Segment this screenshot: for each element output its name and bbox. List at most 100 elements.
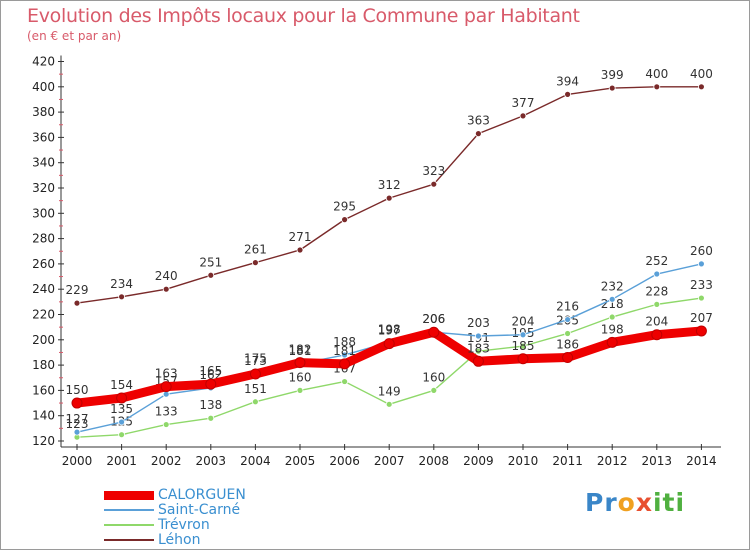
- data-label-trevron: 228: [645, 284, 668, 298]
- data-label-lehon: 363: [467, 114, 490, 128]
- data-point-lehon: [251, 259, 259, 267]
- data-label-lehon: 234: [110, 277, 133, 291]
- data-label-lehon: 251: [199, 255, 222, 269]
- y-tick-label: 240: [32, 282, 55, 296]
- data-label-trevron: 151: [244, 382, 267, 396]
- x-tick-label: 2003: [196, 454, 227, 468]
- data-label-trevron: 138: [199, 398, 222, 412]
- data-point-calorguen: [383, 338, 395, 350]
- data-label-calorguen: 154: [110, 378, 133, 392]
- legend-swatch-trevron: [104, 524, 154, 526]
- legend-label-lehon: Léhon: [158, 532, 201, 548]
- data-point-trevron: [296, 386, 304, 394]
- legend-item-lehon: Léhon: [104, 532, 200, 548]
- data-label-trevron: 149: [378, 384, 401, 398]
- data-point-lehon: [296, 246, 304, 254]
- data-point-calorguen: [160, 381, 172, 393]
- y-tick-label: 200: [32, 333, 55, 347]
- data-point-trevron: [474, 347, 482, 355]
- data-point-lehon: [653, 83, 661, 91]
- data-label-saint-carne: 135: [110, 402, 133, 416]
- data-label-saint-carne: 175: [244, 351, 267, 365]
- data-label-calorguen: 183: [467, 341, 490, 355]
- data-label-saint-carne: 252: [645, 254, 668, 268]
- data-point-saint-carne: [608, 295, 616, 303]
- data-label-saint-carne: 203: [467, 316, 490, 330]
- data-label-trevron: 233: [690, 278, 713, 292]
- x-tick-label: 2009: [463, 454, 494, 468]
- chart-title: Evolution des Impôts locaux pour la Comm…: [27, 5, 580, 27]
- data-label-saint-carne: 198: [378, 322, 401, 336]
- data-point-saint-carne: [118, 418, 125, 426]
- data-point-trevron: [118, 431, 125, 439]
- data-point-calorguen: [116, 392, 128, 404]
- data-label-saint-carne: 216: [556, 300, 579, 314]
- data-point-trevron: [341, 378, 349, 385]
- data-point-calorguen: [71, 397, 83, 409]
- data-label-lehon: 400: [690, 67, 713, 81]
- y-tick-label: 140: [32, 409, 55, 423]
- x-tick-label: 2007: [374, 454, 405, 468]
- data-point-saint-carne: [519, 331, 527, 339]
- data-label-trevron: 123: [66, 417, 89, 431]
- data-point-calorguen: [294, 357, 306, 369]
- data-point-trevron: [608, 313, 616, 321]
- x-tick-label: 2011: [552, 454, 583, 468]
- data-label-calorguen: 150: [66, 383, 89, 397]
- data-point-lehon: [73, 299, 81, 307]
- data-label-saint-carne: 127: [66, 412, 89, 426]
- data-point-lehon: [341, 216, 349, 224]
- x-tick-label: 2010: [508, 454, 539, 468]
- x-tick-label: 2008: [419, 454, 450, 468]
- data-label-calorguen: 206: [422, 312, 445, 326]
- data-point-trevron: [385, 400, 393, 408]
- data-label-saint-carne: 204: [512, 315, 535, 329]
- data-label-saint-carne: 181: [289, 344, 312, 358]
- data-label-calorguen: 165: [199, 364, 222, 378]
- legend-item-trevron: Trévron: [104, 517, 210, 533]
- y-tick-label: 300: [32, 206, 55, 220]
- data-point-trevron: [430, 386, 438, 394]
- data-label-calorguen: 173: [244, 354, 267, 368]
- legend-swatch-lehon: [104, 539, 154, 541]
- data-point-saint-carne: [653, 270, 661, 278]
- data-point-lehon: [430, 180, 438, 188]
- x-tick-label: 2001: [106, 454, 137, 468]
- y-tick-label: 160: [32, 383, 55, 397]
- data-label-trevron: 133: [155, 405, 178, 419]
- proxiti-logo: Proxiti: [585, 488, 686, 517]
- data-point-saint-carne: [73, 428, 81, 436]
- legend-item-calorguen: CALORGUEN: [104, 487, 246, 503]
- x-tick-label: 2006: [329, 454, 360, 468]
- data-label-lehon: 261: [244, 243, 267, 257]
- x-tick-label: 2012: [597, 454, 628, 468]
- data-label-calorguen: 163: [155, 367, 178, 381]
- data-label-lehon: 394: [556, 74, 579, 88]
- data-point-lehon: [698, 83, 705, 91]
- data-label-saint-carne: 206: [422, 312, 445, 326]
- y-tick-label: 180: [32, 358, 55, 372]
- y-tick-label: 420: [32, 55, 55, 69]
- data-label-calorguen: 207: [690, 311, 713, 325]
- legend-swatch-calorguen: [104, 490, 154, 500]
- data-point-trevron: [564, 330, 571, 337]
- data-point-lehon: [385, 194, 393, 202]
- data-label-saint-carne: 188: [333, 335, 356, 349]
- legend-item-saint-carne: Saint-Carné: [104, 502, 240, 518]
- data-point-saint-carne: [474, 332, 482, 340]
- y-tick-label: 380: [32, 105, 55, 119]
- y-tick-label: 280: [32, 232, 55, 246]
- y-tick-label: 340: [32, 156, 55, 170]
- data-label-lehon: 240: [155, 269, 178, 283]
- x-tick-label: 2013: [642, 454, 673, 468]
- data-point-calorguen: [695, 325, 707, 337]
- data-label-lehon: 312: [378, 178, 401, 192]
- data-label-calorguen: 181: [333, 344, 356, 358]
- data-point-calorguen: [517, 353, 529, 365]
- data-label-saint-carne: 260: [690, 244, 713, 258]
- data-label-calorguen: 185: [512, 339, 535, 353]
- y-tick-label: 220: [32, 308, 55, 322]
- data-point-trevron: [162, 421, 170, 428]
- x-tick-label: 2005: [285, 454, 316, 468]
- y-tick-label: 260: [32, 257, 55, 271]
